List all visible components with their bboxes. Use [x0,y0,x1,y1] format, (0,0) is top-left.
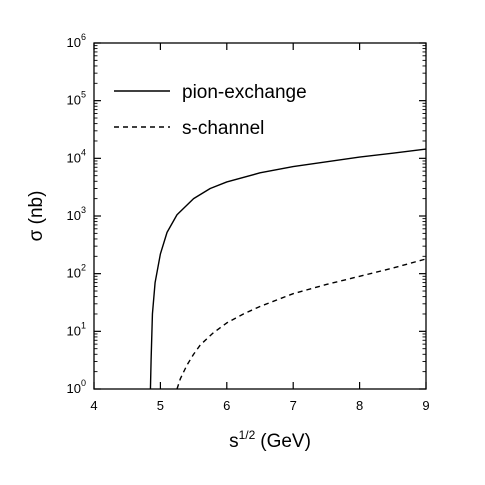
series-line-pion-exchange [149,148,427,390]
x-axis-title: s1/2 (GeV) [229,428,311,452]
x-tick-label: 4 [90,398,97,413]
x-tick-label: 9 [422,398,429,413]
y-tick-label: 103 [67,205,86,223]
y-tick-label: 105 [67,90,86,108]
y-tick-label: 101 [67,320,86,338]
x-tick-label: 8 [356,398,363,413]
legend-label-s-channel: s-channel [182,118,264,139]
x-tick-label: 6 [223,398,230,413]
axis-ticks: 4 5 6 7 8 9 100 101 102 103 104 105 106 [67,32,430,413]
series-line-s-channel [176,258,427,390]
series-layer [149,148,427,390]
x-tick-label: 5 [157,398,164,413]
y-axis-title: σ (nb) [26,191,47,242]
legend-label-pion-exchange: pion-exchange [182,82,307,103]
x-tick-label: 7 [290,398,297,413]
y-tick-label: 106 [67,32,86,50]
y-tick-label: 104 [67,147,86,165]
legend: pion-exchange s-channel [114,82,307,139]
y-tick-label: 102 [67,263,86,281]
y-tick-label: 100 [67,378,86,396]
